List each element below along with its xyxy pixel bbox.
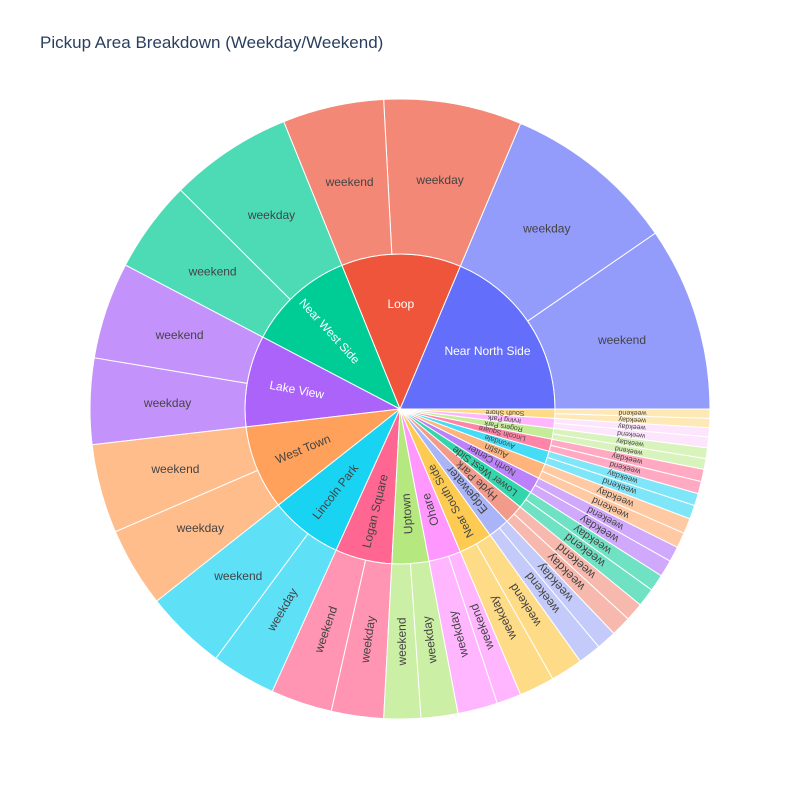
- daytype-label-west-town-weekend: weekend: [150, 462, 199, 476]
- daytype-label-uptown-weekend: weekend: [395, 617, 409, 666]
- area-label-near-north-side: Near North Side: [444, 344, 530, 358]
- daytype-label-rogers-park-weekday: weekday: [615, 437, 645, 448]
- daytype-label-south-shore-weekday: weekday: [618, 415, 647, 423]
- daytype-label-lake-view-weekday: weekday: [143, 396, 191, 410]
- daytype-label-south-shore-weekend: weekend: [618, 409, 647, 416]
- daytype-label-lincoln-park-weekend: weekend: [213, 569, 262, 583]
- chart-title: Pickup Area Breakdown (Weekday/Weekend): [40, 33, 384, 52]
- area-label-south-shore: South Shore: [485, 408, 524, 416]
- area-label-uptown: Uptown: [399, 493, 416, 535]
- daytype-label-lake-view-weekend: weekend: [155, 328, 204, 342]
- daytype-label-near-west-side-weekend: weekend: [188, 264, 237, 278]
- area-label-loop: Loop: [387, 297, 414, 311]
- daytype-label-near-north-side-weekday: weekday: [522, 222, 570, 236]
- daytype-slice-south-shore-weekend[interactable]: [554, 408, 711, 419]
- daytype-label-near-north-side-weekend: weekend: [597, 333, 646, 347]
- daytype-label-logan-square-weekday: weekday: [358, 615, 379, 665]
- daytype-label-west-town-weekday: weekday: [176, 521, 224, 535]
- daytype-label-uptown-weekday: weekday: [420, 615, 440, 665]
- daytype-label-near-west-side-weekday: weekday: [247, 208, 295, 222]
- daytype-label-irving-park-weekday: weekday: [617, 422, 647, 431]
- daytype-label-loop-weekday: weekday: [415, 173, 463, 187]
- daytype-label-loop-weekend: weekend: [325, 175, 374, 189]
- area-label-irving-park: Irving Park: [487, 414, 521, 424]
- sunburst-slices: [89, 98, 711, 720]
- daytype-label-irving-park-weekend: weekend: [617, 429, 647, 439]
